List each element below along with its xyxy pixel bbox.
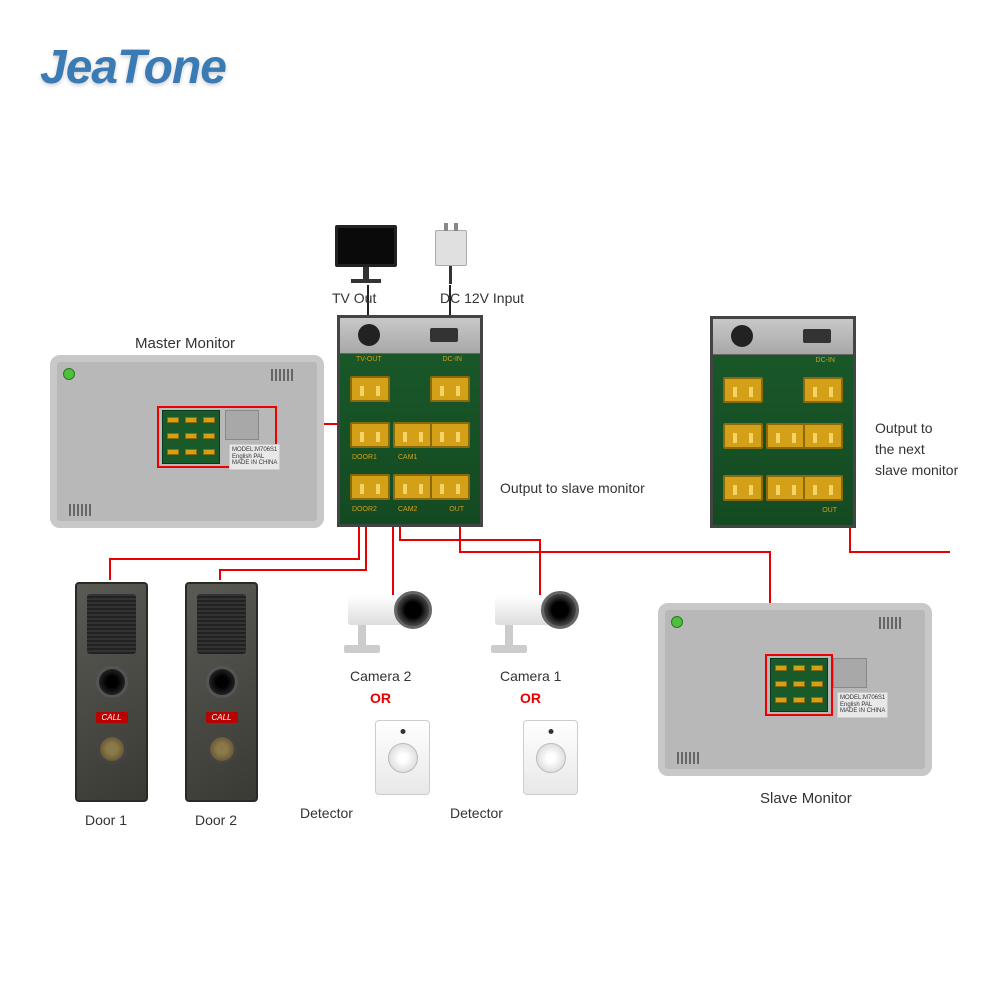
- door-station-1: CALL: [75, 582, 148, 802]
- slave-monitor: MODEL:M706S1English PALMADE IN CHINA: [658, 603, 932, 776]
- call-label: CALL: [205, 712, 237, 723]
- detector-label: Detector: [300, 805, 353, 821]
- camera2-label: Camera 2: [350, 668, 411, 684]
- out-next-slave-label: Output to the next slave monitor: [875, 418, 958, 481]
- terminal: [723, 475, 763, 501]
- pcb-label: DC-IN: [816, 357, 835, 364]
- slave-monitor-label: Slave Monitor: [760, 790, 852, 807]
- terminal: [766, 423, 806, 449]
- camera1-label: Camera 1: [500, 668, 561, 684]
- pcb-label: DC-IN: [443, 356, 462, 363]
- speaker-icon: [197, 594, 246, 654]
- tv-out-label: TV Out: [332, 290, 376, 306]
- camera-lens-icon: [394, 591, 432, 629]
- dc-port: [803, 329, 831, 343]
- dc-input-label: DC 12V Input: [440, 290, 524, 306]
- badge-icon: [671, 616, 683, 628]
- pir-detector-2: [375, 720, 430, 795]
- detector-label: Detector: [450, 805, 503, 821]
- terminal: [393, 474, 433, 500]
- camera-1: [495, 595, 575, 625]
- tv-device: [335, 225, 397, 283]
- model-sticker: MODEL:M706S1English PALMADE IN CHINA: [837, 692, 888, 718]
- pcb-label: OUT: [449, 506, 464, 513]
- pcb-master-zoom: TV-OUT DC-IN DOOR2 CAM2 OUT DOOR1 CAM1: [337, 315, 483, 527]
- pcb-slave-zoom: DC-IN OUT: [710, 316, 856, 528]
- vent-icon: [271, 368, 307, 380]
- vent-icon: [677, 751, 713, 763]
- terminal: [723, 377, 763, 403]
- door1-label: Door 1: [85, 812, 127, 828]
- speaker-icon: [87, 594, 136, 654]
- or-label: OR: [370, 690, 391, 706]
- terminal: [803, 475, 843, 501]
- call-button-icon: [97, 734, 127, 764]
- or-label: OR: [520, 690, 541, 706]
- terminal: [350, 474, 390, 500]
- camera-lens-icon: [206, 666, 238, 698]
- pir-detector-1: [523, 720, 578, 795]
- terminal: [430, 376, 470, 402]
- pcb-label: CAM1: [398, 454, 417, 461]
- panel-icon: [833, 658, 867, 688]
- terminal: [350, 376, 390, 402]
- badge-icon: [63, 368, 75, 380]
- brand-logo: JeaTone: [40, 40, 226, 95]
- model-sticker: MODEL:M706S1English PALMADE IN CHINA: [229, 444, 280, 470]
- pcb-label: TV-OUT: [356, 356, 382, 363]
- terminal: [803, 423, 843, 449]
- led-icon: [548, 729, 553, 734]
- pcb-label: OUT: [822, 507, 837, 514]
- led-icon: [400, 729, 405, 734]
- tv-out-port: [731, 325, 753, 347]
- terminal: [430, 422, 470, 448]
- door2-label: Door 2: [195, 812, 237, 828]
- pcb-label: CAM2: [398, 506, 417, 513]
- call-button-icon: [207, 734, 237, 764]
- brand-text: JeaTone: [40, 41, 226, 94]
- out-slave-label: Output to slave monitor: [500, 480, 645, 496]
- vent-icon: [69, 503, 105, 515]
- camera-lens-icon: [541, 591, 579, 629]
- terminal: [350, 422, 390, 448]
- panel-icon: [225, 410, 259, 440]
- dc-port: [430, 328, 458, 342]
- pcb-label: DOOR2: [352, 506, 377, 513]
- master-monitor: MODEL:M706S1English PALMADE IN CHINA: [50, 355, 324, 528]
- highlight-box: [765, 654, 833, 716]
- terminal: [430, 474, 470, 500]
- door-station-2: CALL: [185, 582, 258, 802]
- terminal: [723, 423, 763, 449]
- pir-lens-icon: [388, 743, 418, 773]
- power-adapter: [435, 230, 467, 284]
- terminal: [393, 422, 433, 448]
- vent-icon: [879, 616, 915, 628]
- tv-out-port: [358, 324, 380, 346]
- terminal: [766, 475, 806, 501]
- pir-lens-icon: [536, 743, 566, 773]
- terminal: [803, 377, 843, 403]
- camera-lens-icon: [96, 666, 128, 698]
- camera-2: [348, 595, 428, 625]
- call-label: CALL: [95, 712, 127, 723]
- master-monitor-label: Master Monitor: [135, 335, 235, 352]
- pcb-label: DOOR1: [352, 454, 377, 461]
